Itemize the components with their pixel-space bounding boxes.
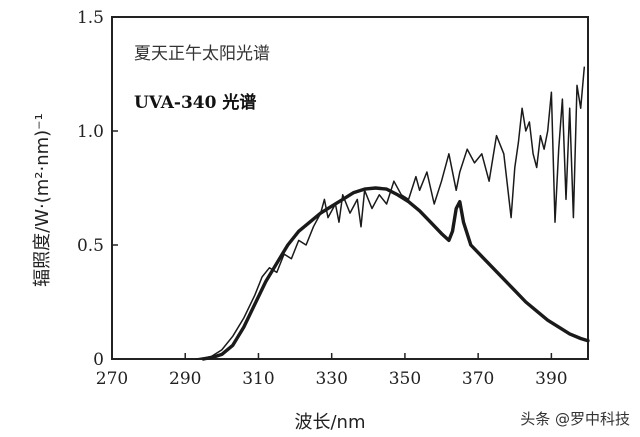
x-tick-label: 370 (462, 369, 494, 389)
x-tick-label: 290 (169, 369, 201, 389)
y-tick-label: 1.0 (77, 122, 104, 142)
watermark-text: 头条 @罗中科技 (520, 410, 630, 428)
y-axis-title: 辐照度/W·(m²·nm)⁻¹ (32, 113, 53, 287)
y-tick-label: 1.5 (77, 8, 104, 28)
ticks-layer: 270 290 310 330 350 370 390 0 0.5 1.0 1.5 (77, 8, 568, 389)
series-line-1 (195, 66, 586, 360)
x-tick-label: 350 (389, 369, 421, 389)
x-tick-label: 330 (315, 369, 347, 389)
plot-frame (111, 16, 589, 360)
legend: 夏天正午太阳光谱 UVA-340 光谱 (134, 44, 270, 113)
y-tick-label: 0.5 (77, 236, 104, 256)
x-tick-label: 390 (535, 369, 567, 389)
y-tick-label: 0 (93, 350, 104, 370)
series-layer (195, 66, 590, 361)
series-line-2 (201, 186, 590, 361)
legend-entry-uva340: UVA-340 光谱 (134, 92, 256, 113)
x-axis-title: 波长/nm (294, 412, 365, 433)
plot-border (111, 16, 589, 360)
x-tick-label: 310 (242, 369, 274, 389)
x-tick-label: 270 (96, 369, 128, 389)
legend-entry-summer-sun: 夏天正午太阳光谱 (134, 44, 270, 64)
